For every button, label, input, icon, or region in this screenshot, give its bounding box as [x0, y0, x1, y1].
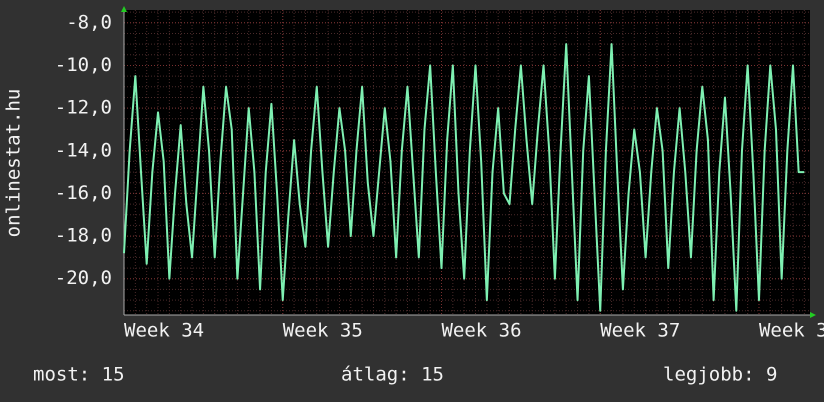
x-tick-label: Week 36	[441, 320, 521, 342]
y-axis-label: onlinestat.hu	[3, 89, 25, 238]
axis-arrow	[810, 312, 816, 318]
legend-current: most: 15	[33, 364, 125, 386]
y-tick-label: -12,0	[55, 97, 112, 119]
y-tick-label: -14,0	[55, 139, 112, 161]
y-tick-label: -18,0	[55, 225, 112, 247]
legend-best: legjobb: 9	[663, 364, 777, 386]
x-tick-label: Week 35	[283, 320, 363, 342]
legend-average: átlag: 15	[341, 364, 444, 386]
y-tick-label: -8,0	[66, 11, 112, 33]
x-tick-label: Week 34	[124, 320, 204, 342]
x-tick-label: Week 38	[759, 320, 824, 342]
y-tick-label: -20,0	[55, 267, 112, 289]
data-line	[123, 43, 805, 312]
x-tick-label: Week 37	[600, 320, 680, 342]
axis-arrow	[121, 6, 127, 12]
y-tick-label: -16,0	[55, 182, 112, 204]
y-tick-label: -10,0	[55, 54, 112, 76]
plot-area	[124, 10, 810, 315]
